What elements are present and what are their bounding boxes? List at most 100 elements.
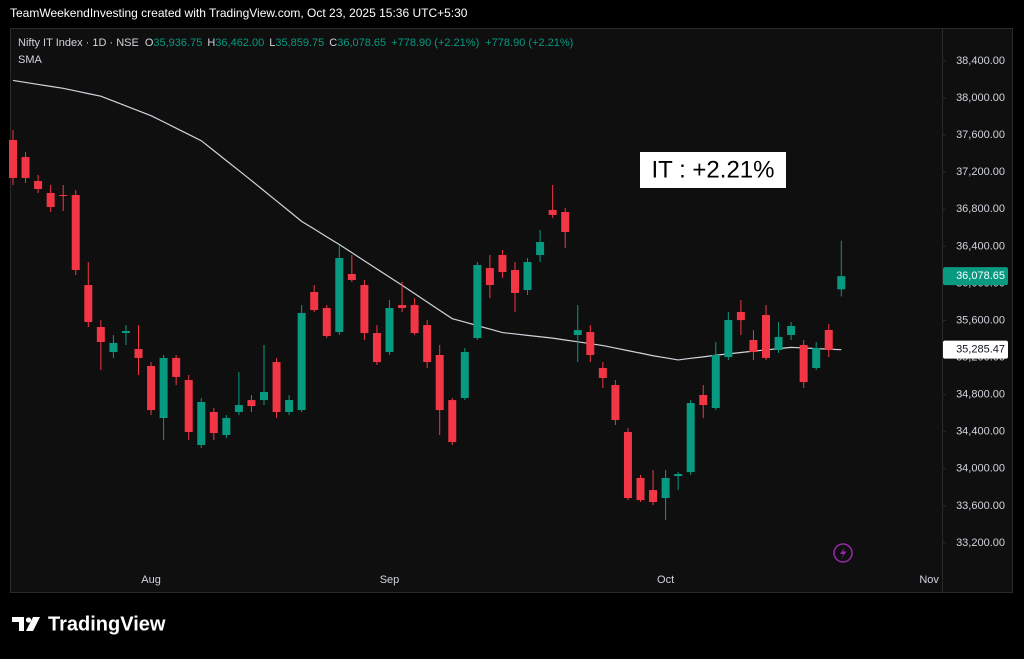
candle-body <box>611 385 620 421</box>
candle-body <box>423 325 432 363</box>
chart-title: Nifty IT Index · 1D · NSE <box>18 37 139 49</box>
x-tick-label: Nov <box>919 574 939 586</box>
indicator-name: SMA <box>18 54 43 66</box>
candle-body <box>435 355 444 411</box>
candle-body <box>121 330 130 334</box>
candle-body <box>485 268 494 286</box>
candle-body <box>9 139 17 178</box>
candle-body <box>46 192 55 207</box>
candle-body <box>184 380 193 433</box>
candle-body <box>774 337 783 350</box>
candle-body <box>335 258 344 333</box>
candle-body <box>448 400 457 443</box>
candle-body <box>649 490 658 503</box>
logo-mark-dot <box>25 617 32 623</box>
candle-body <box>385 308 394 353</box>
y-tick-label: 34,800.00 <box>956 389 1005 401</box>
y-tick-label: 36,400.00 <box>956 240 1005 252</box>
candle-body <box>787 325 796 335</box>
y-tick-label: 37,600.00 <box>956 129 1005 141</box>
top-bar-text: TeamWeekendInvesting created with Tradin… <box>10 6 468 20</box>
candle-body <box>837 276 846 290</box>
candle-body <box>711 355 720 409</box>
plot <box>9 79 846 521</box>
candle-body <box>473 265 482 339</box>
last-price-label: 36,078.65 <box>956 270 1005 282</box>
candle-body <box>686 403 695 473</box>
logo: TradingView <box>12 613 166 635</box>
candle-body <box>310 291 319 311</box>
candle-body <box>59 195 68 197</box>
y-tick-label: 33,200.00 <box>956 537 1005 549</box>
candle-body <box>71 195 80 271</box>
candle-body <box>222 418 231 435</box>
ohlc-value: 36,462.00 <box>215 37 264 49</box>
candle-body <box>812 348 821 368</box>
candle-body <box>159 357 168 419</box>
y-tick-label: 35,600.00 <box>956 314 1005 326</box>
x-tick-label: Aug <box>141 574 161 586</box>
alert-icon[interactable] <box>833 543 853 563</box>
candle-body <box>372 333 381 363</box>
ohlc-key: H <box>207 37 215 49</box>
candle-body <box>511 270 519 293</box>
candle-body <box>736 311 745 321</box>
candle-body <box>96 327 105 343</box>
x-tick-label: Oct <box>657 574 674 586</box>
candle-body <box>799 344 808 383</box>
ohlc-value: 35,859.75 <box>275 37 324 49</box>
logo-mark <box>12 617 24 631</box>
ohlc-value: 36,078.65 <box>337 37 386 49</box>
candle-body <box>661 478 670 499</box>
candle-body <box>260 391 268 401</box>
y-tick-label: 37,200.00 <box>956 166 1005 178</box>
candle-body <box>699 395 708 406</box>
candle-body <box>498 254 507 273</box>
candle-body <box>297 313 306 411</box>
chart-frame <box>10 28 1013 593</box>
candle-body <box>561 211 570 233</box>
candle-body <box>172 357 181 377</box>
candle-body <box>724 320 733 358</box>
alert-icon-bolt <box>840 547 847 559</box>
change-label: +778.90 (+2.21%) <box>391 37 479 49</box>
candle-body <box>636 478 645 501</box>
candle-body <box>586 332 595 356</box>
candle-body <box>598 367 607 378</box>
candle-body <box>674 474 683 477</box>
candle-body <box>272 362 281 413</box>
y-tick-label: 36,800.00 <box>956 203 1005 215</box>
candle-body <box>536 242 545 255</box>
ohlc-value: 35,936.75 <box>153 37 202 49</box>
last-price-box <box>943 267 1008 286</box>
candle-body <box>34 181 43 189</box>
candle-body <box>749 339 758 353</box>
logo-mark-slash <box>26 617 40 631</box>
candle-body <box>523 262 532 291</box>
y-tick-label: 34,400.00 <box>956 426 1005 438</box>
candle-body <box>360 285 369 334</box>
candle-body <box>762 315 770 358</box>
sma-value-box <box>943 340 1008 359</box>
annotation: IT : +2.21% <box>652 156 775 183</box>
candle-body <box>460 352 469 399</box>
ohlc-key: L <box>269 37 275 49</box>
candle-body <box>322 308 331 337</box>
candle-body <box>347 273 356 281</box>
ohlc-key: O <box>145 37 154 49</box>
candle-body <box>285 400 294 413</box>
candle-body <box>209 412 218 434</box>
y-tick-label: 34,000.00 <box>956 463 1005 475</box>
candle-body <box>824 329 833 350</box>
legend: Nifty IT Index · 1D · NSE SMA O 35,936.75… <box>18 37 573 66</box>
candle-body <box>573 330 582 335</box>
sma-line <box>12 79 842 361</box>
candle-body <box>197 401 206 446</box>
candle-body <box>247 400 256 407</box>
candle-body <box>623 432 632 499</box>
candle-body <box>548 209 557 215</box>
ohlc-key: C <box>329 37 337 49</box>
candle-body <box>147 366 156 411</box>
x-tick-label: Sep <box>380 574 400 586</box>
